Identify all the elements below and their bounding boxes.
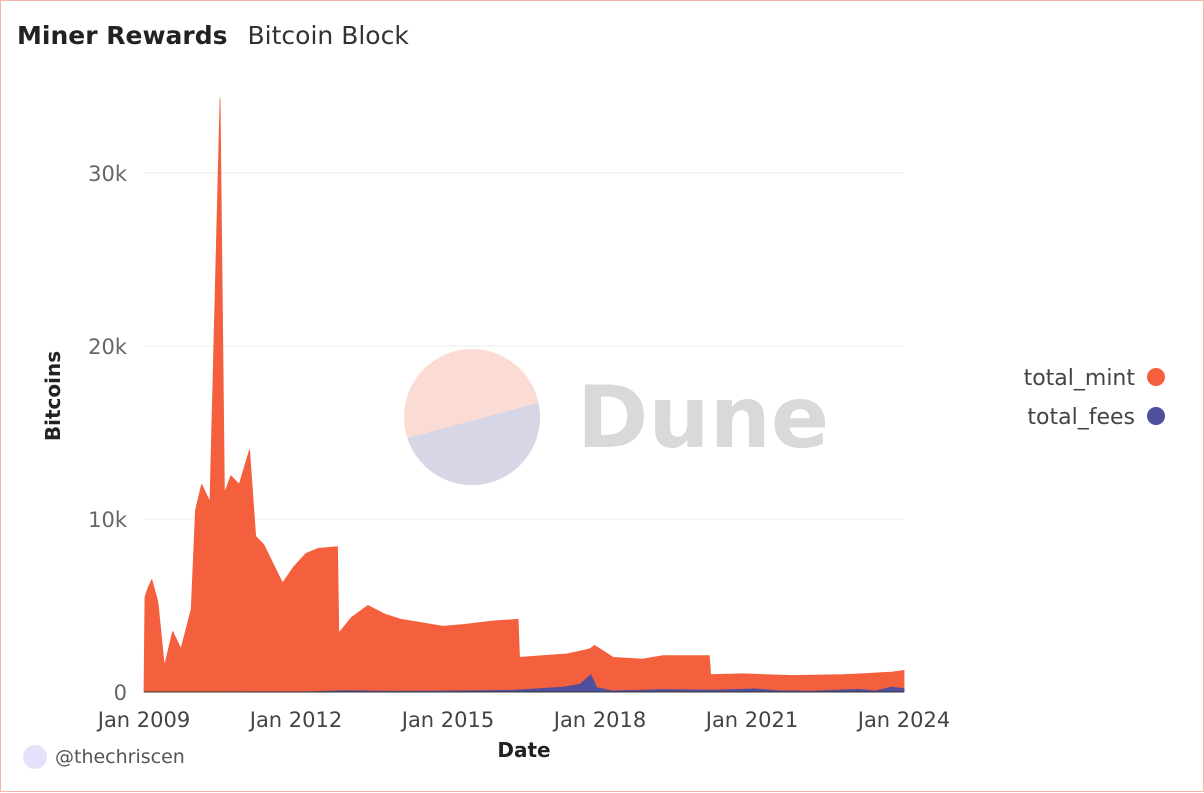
y-tick-label: 10k — [88, 508, 128, 532]
dune-logo-lower-half — [407, 402, 540, 485]
chart-header: Miner Rewards Bitcoin Block — [17, 21, 409, 55]
x-tick-label: Jan 2021 — [704, 708, 799, 732]
x-tick-label: Jan 2015 — [400, 708, 495, 732]
author-handle[interactable]: @thechriscen — [55, 746, 185, 768]
y-tick-label: 0 — [114, 681, 127, 705]
legend-label-total_fees: total_fees — [1027, 405, 1135, 430]
series-area-total_fees — [143, 674, 905, 693]
series-areas — [143, 98, 905, 693]
chart-title: Miner Rewards — [17, 21, 228, 50]
legend-label-total_mint: total_mint — [1024, 366, 1136, 391]
y-axis-ticks: 0 10k 20k 30k — [88, 162, 128, 705]
x-axis-ticks: Jan 2009 Jan 2012 Jan 2015 Jan 2018 Jan 2021… — [96, 708, 951, 732]
x-tick-label: Jan 2012 — [248, 708, 343, 732]
x-tick-label: Jan 2018 — [552, 708, 647, 732]
y-tick-label: 30k — [88, 162, 128, 186]
x-tick-label: Jan 2009 — [96, 708, 191, 732]
y-tick-label: 20k — [88, 335, 128, 359]
x-tick-label: Jan 2024 — [856, 708, 951, 732]
author-credit[interactable]: @thechriscen — [23, 745, 185, 769]
grid-lines — [144, 172, 904, 520]
legend-swatch-total_fees — [1147, 407, 1165, 425]
series-area-total_mint — [143, 98, 905, 693]
legend-swatch-total_mint — [1147, 368, 1165, 386]
dune-watermark-text: Dune — [577, 368, 829, 468]
legend: total_mint total_fees — [1024, 366, 1165, 430]
y-axis-label: Bitcoins — [41, 351, 65, 441]
x-axis-label: Date — [497, 738, 550, 762]
avatar-circle-icon — [23, 745, 47, 769]
dune-watermark: Dune — [404, 349, 829, 485]
chart-subtitle: Bitcoin Block — [247, 21, 409, 50]
